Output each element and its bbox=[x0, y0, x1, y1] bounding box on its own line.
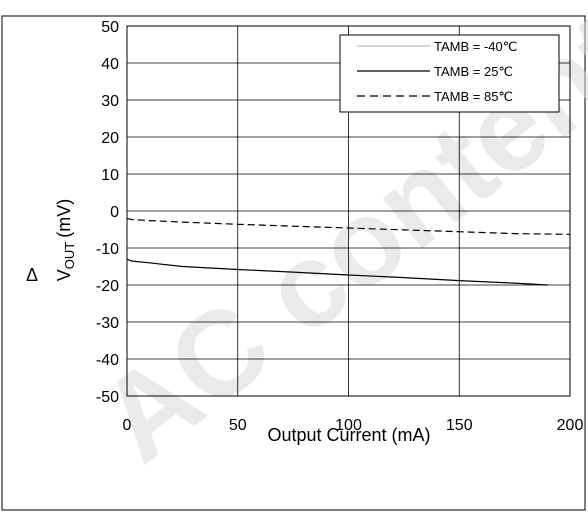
x-tick-label: 0 bbox=[123, 417, 132, 434]
series-line bbox=[126, 217, 571, 235]
y-tick-label: -50 bbox=[96, 389, 119, 406]
y-axis-label-var: V bbox=[54, 269, 74, 281]
y-tick-label: 30 bbox=[101, 93, 119, 110]
y-tick-labels: -50 -40 -30 -20 -10 0 10 20 30 40 50 bbox=[96, 19, 119, 406]
y-tick-label: 40 bbox=[101, 56, 119, 73]
y-tick-label: -10 bbox=[96, 241, 119, 258]
y-axis-label-delta: Δ bbox=[26, 265, 38, 285]
y-tick-label: 50 bbox=[101, 19, 119, 36]
legend-label: TAMB = 25℃ bbox=[434, 64, 513, 79]
x-tick-label: 150 bbox=[446, 417, 473, 434]
legend-label: TAMB = -40℃ bbox=[434, 39, 517, 54]
legend-label: TAMB = 85℃ bbox=[434, 89, 513, 104]
y-axis-label-sub: OUT bbox=[62, 242, 77, 270]
x-axis-label: Output Current (mA) bbox=[267, 425, 430, 445]
y-tick-label: 10 bbox=[101, 167, 119, 184]
figure-frame bbox=[1, 15, 586, 511]
x-tick-label: 50 bbox=[229, 417, 247, 434]
legend: TAMB = -40℃ TAMB = 25℃ TAMB = 85℃ bbox=[339, 34, 560, 113]
legend-box bbox=[339, 34, 560, 113]
svg-text:VOUT(mV): VOUT (mV) bbox=[54, 199, 77, 281]
y-tick-label: -30 bbox=[96, 315, 119, 332]
y-axis-label-unit: (mV) bbox=[54, 199, 74, 238]
series-lines bbox=[126, 217, 571, 286]
series-line bbox=[126, 258, 548, 286]
y-axis-label: VOUT (mV) bbox=[54, 199, 77, 281]
x-tick-label: 100 bbox=[335, 417, 362, 434]
y-tick-label: 0 bbox=[110, 204, 119, 221]
x-tick-label: 200 bbox=[557, 417, 584, 434]
x-tick-labels: 0 50 100 150 200 bbox=[123, 417, 584, 434]
y-tick-label: 20 bbox=[101, 130, 119, 147]
y-tick-label: -40 bbox=[96, 352, 119, 369]
y-tick-label: -20 bbox=[96, 278, 119, 295]
